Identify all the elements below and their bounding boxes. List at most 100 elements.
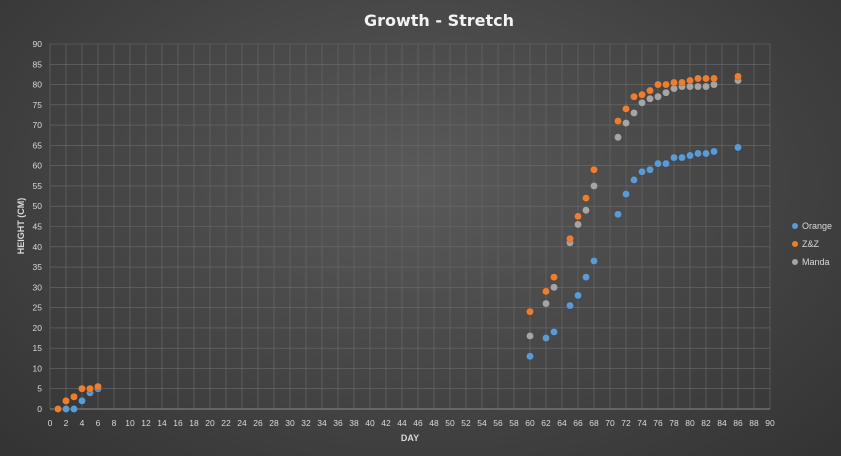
data-point [670, 153, 678, 162]
x-tick-label: 26 [253, 418, 263, 428]
data-point [78, 397, 86, 405]
x-tick-label: 54 [477, 418, 487, 428]
data-point [686, 76, 694, 85]
x-tick-label: 2 [64, 418, 69, 428]
x-tick-label: 62 [541, 418, 551, 428]
data-point [62, 397, 70, 405]
x-tick-label: 44 [397, 418, 407, 428]
x-tick-label: 6 [96, 418, 101, 428]
chart-title: Growth - Stretch [364, 11, 514, 30]
x-tick-label: 82 [701, 418, 711, 428]
data-point [582, 206, 590, 215]
x-tick-label: 64 [557, 418, 567, 428]
data-point [62, 405, 70, 413]
x-tick-label: 88 [749, 418, 759, 428]
x-tick-label: 40 [365, 418, 375, 428]
data-point [582, 273, 590, 282]
data-point [702, 82, 710, 91]
y-tick-label: 10 [33, 363, 43, 373]
data-point [662, 80, 670, 89]
x-tick-label: 18 [189, 418, 199, 428]
data-point [550, 273, 558, 282]
y-tick-label: 55 [33, 181, 43, 191]
data-point [654, 159, 662, 168]
data-point [702, 74, 710, 83]
data-point [526, 332, 534, 340]
x-tick-label: 14 [157, 418, 167, 428]
data-point [646, 86, 654, 95]
x-tick-label: 10 [125, 418, 135, 428]
series-orange [54, 143, 742, 413]
data-point [54, 405, 62, 413]
x-tick-label: 68 [589, 418, 599, 428]
x-tick-label: 22 [221, 418, 231, 428]
data-point [542, 287, 550, 296]
data-point [574, 291, 582, 300]
data-point [638, 167, 646, 176]
x-tick-label: 4 [80, 418, 85, 428]
data-point [550, 328, 558, 336]
data-point [582, 194, 590, 202]
x-tick-label: 84 [717, 418, 727, 428]
y-tick-label: 65 [33, 140, 43, 150]
y-tick-label: 15 [33, 343, 43, 353]
x-tick-label: 36 [333, 418, 343, 428]
data-point [526, 352, 534, 361]
data-points [54, 72, 742, 413]
x-tick-label: 60 [525, 418, 535, 428]
x-tick-label: 72 [621, 418, 631, 428]
gridlines [49, 43, 771, 410]
y-tick-label: 20 [33, 323, 43, 333]
data-point [638, 90, 646, 99]
x-tick-label: 28 [269, 418, 279, 428]
x-tick-label: 66 [573, 418, 583, 428]
x-tick-label: 0 [48, 418, 53, 428]
data-point [574, 212, 582, 221]
x-tick-label: 48 [429, 418, 439, 428]
x-axis-ticks: 0 2 4 6 8 10 12 14 16 18 20 22 24 26 28 30 32 34 36 38 40 42 4… [48, 418, 775, 428]
data-point [590, 257, 598, 265]
x-tick-label: 16 [173, 418, 183, 428]
legend-label: Z&Z [802, 239, 820, 249]
x-tick-label: 74 [637, 418, 647, 428]
data-point [678, 153, 686, 162]
x-tick-label: 50 [445, 418, 455, 428]
x-tick-label: 46 [413, 418, 423, 428]
data-point [526, 307, 534, 316]
data-point [654, 92, 662, 101]
data-point [670, 78, 678, 87]
x-tick-label: 38 [349, 418, 359, 428]
x-axis-title: DAY [401, 433, 419, 443]
data-point [622, 119, 630, 127]
data-point [694, 149, 702, 158]
x-tick-label: 90 [765, 418, 775, 428]
data-point [734, 143, 742, 152]
y-tick-label: 70 [33, 120, 43, 130]
data-point [630, 109, 638, 117]
data-point [542, 334, 550, 342]
x-tick-label: 70 [605, 418, 615, 428]
data-point [614, 133, 622, 142]
x-tick-label: 86 [733, 418, 743, 428]
data-point [574, 220, 582, 229]
data-point [542, 299, 550, 308]
data-point [70, 405, 78, 413]
legend-label: Manda [802, 257, 830, 267]
data-point [694, 74, 702, 83]
data-point [630, 92, 638, 101]
x-tick-label: 76 [653, 418, 663, 428]
legend-marker [792, 241, 798, 247]
data-point [590, 165, 598, 174]
data-point [614, 210, 622, 219]
data-point [94, 382, 102, 391]
data-point [710, 147, 718, 156]
data-point [646, 165, 654, 174]
y-axis-ticks: 0 5 10 15 20 25 30 35 40 45 50 55 60 65 70 75 80 85 90 [33, 39, 43, 414]
data-point [622, 105, 630, 113]
y-axis-title: HEIGHT (CM) [16, 198, 26, 255]
data-point [566, 301, 574, 310]
legend-marker [792, 223, 798, 229]
x-tick-label: 20 [205, 418, 215, 428]
y-tick-label: 50 [33, 201, 43, 211]
